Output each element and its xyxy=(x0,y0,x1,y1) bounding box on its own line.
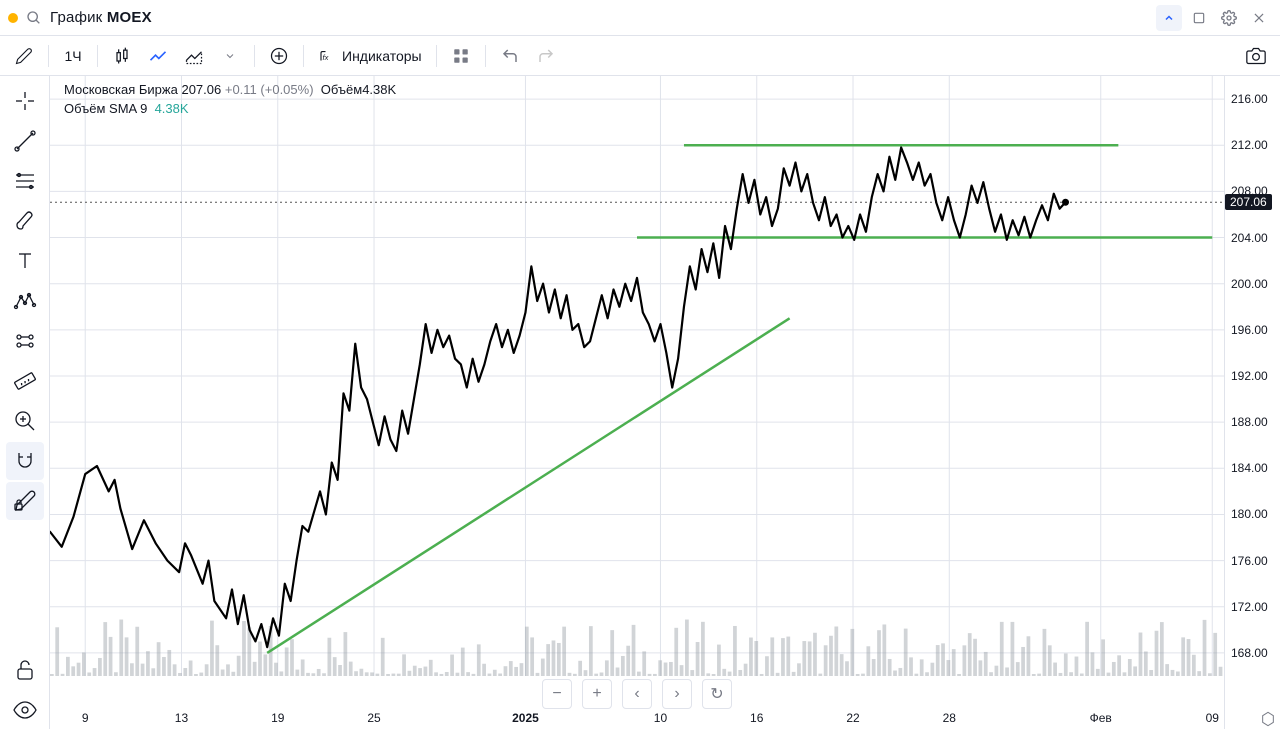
toolbar: 1Ч fx Индикаторы xyxy=(0,36,1280,76)
y-tick-label: 168.00 xyxy=(1231,646,1268,660)
maximize-button[interactable] xyxy=(1186,5,1212,31)
zoom-controls: − + ‹ › ↻ xyxy=(542,679,732,709)
indicators-button[interactable]: fx Индикаторы xyxy=(312,40,428,72)
legend-indicator-row: Объём SMA 9 4.38K xyxy=(64,101,396,116)
x-tick-label: 25 xyxy=(367,711,380,725)
pattern-tool[interactable] xyxy=(6,282,44,320)
reset-button[interactable]: ↻ xyxy=(702,679,732,709)
text-tool[interactable] xyxy=(6,242,44,280)
style-dropdown[interactable] xyxy=(214,40,246,72)
y-tick-label: 192.00 xyxy=(1231,369,1268,383)
x-tick-label: 13 xyxy=(175,711,188,725)
compare-button[interactable] xyxy=(263,40,295,72)
status-dot xyxy=(8,13,18,23)
y-tick-label: 188.00 xyxy=(1231,415,1268,429)
y-tick-label: 184.00 xyxy=(1231,461,1268,475)
close-button[interactable] xyxy=(1246,5,1272,31)
legend-main-row: Московская Биржа 207.06 +0.11 (+0.05%) О… xyxy=(64,82,396,97)
axis-settings-icon[interactable] xyxy=(1260,711,1278,729)
x-tick-label: 10 xyxy=(654,711,667,725)
crosshair-tool[interactable] xyxy=(6,82,44,120)
candles-style-button[interactable] xyxy=(106,40,138,72)
area-style-button[interactable] xyxy=(178,40,210,72)
trendline-tool[interactable] xyxy=(6,122,44,160)
y-tick-label: 204.00 xyxy=(1231,231,1268,245)
x-tick-label: 19 xyxy=(271,711,284,725)
snapshot-button[interactable] xyxy=(1240,40,1272,72)
scroll-right-button[interactable]: › xyxy=(662,679,692,709)
zoom-out-button[interactable]: − xyxy=(542,679,572,709)
edit-symbol-button[interactable] xyxy=(8,40,40,72)
layout-button[interactable] xyxy=(445,40,477,72)
x-tick-label: 9 xyxy=(82,711,89,725)
y-tick-label: 212.00 xyxy=(1231,138,1268,152)
line-style-button[interactable] xyxy=(142,40,174,72)
zoom-tool[interactable] xyxy=(6,402,44,440)
measure-tool[interactable] xyxy=(6,362,44,400)
undo-button[interactable] xyxy=(494,40,526,72)
drawing-tools-sidebar xyxy=(0,76,50,729)
x-tick-label: 22 xyxy=(846,711,859,725)
y-tick-label: 172.00 xyxy=(1231,600,1268,614)
x-tick-label: 09 xyxy=(1206,711,1219,725)
brush-tool[interactable] xyxy=(6,202,44,240)
y-tick-label: 180.00 xyxy=(1231,507,1268,521)
x-tick-label: 28 xyxy=(943,711,956,725)
y-axis[interactable]: 168.00 172.00 176.00 180.00 184.00 188.00 192.… xyxy=(1224,76,1280,729)
x-tick-label: 16 xyxy=(750,711,763,725)
collapse-button[interactable] xyxy=(1156,5,1182,31)
main: Московская Биржа 207.06 +0.11 (+0.05%) О… xyxy=(0,76,1280,729)
window-title: График MOEX xyxy=(50,9,152,26)
current-price-tag: 207.06 xyxy=(1225,194,1272,210)
x-tick-label: Фев xyxy=(1090,711,1112,725)
y-tick-label: 176.00 xyxy=(1231,554,1268,568)
lock-drawing-tool[interactable] xyxy=(6,482,44,520)
zoom-in-button[interactable]: + xyxy=(582,679,612,709)
magnet-tool[interactable] xyxy=(6,442,44,480)
titlebar: График MOEX xyxy=(0,0,1280,36)
x-tick-label: 2025 xyxy=(512,711,539,725)
chart-area[interactable]: Московская Биржа 207.06 +0.11 (+0.05%) О… xyxy=(50,76,1224,729)
prediction-tool[interactable] xyxy=(6,322,44,360)
window-controls xyxy=(1156,5,1272,31)
y-tick-label: 196.00 xyxy=(1231,323,1268,337)
chart-legend: Московская Биржа 207.06 +0.11 (+0.05%) О… xyxy=(64,82,396,120)
search-icon[interactable] xyxy=(26,10,42,26)
settings-button[interactable] xyxy=(1216,5,1242,31)
scroll-left-button[interactable]: ‹ xyxy=(622,679,652,709)
y-tick-label: 216.00 xyxy=(1231,92,1268,106)
lock-tool[interactable] xyxy=(6,651,44,689)
y-tick-label: 200.00 xyxy=(1231,277,1268,291)
redo-button[interactable] xyxy=(530,40,562,72)
price-chart[interactable] xyxy=(50,76,1224,711)
svg-text:fx: fx xyxy=(323,52,329,61)
visibility-tool[interactable] xyxy=(6,691,44,729)
timeframe-selector[interactable]: 1Ч xyxy=(57,40,89,72)
x-axis[interactable]: 9 13 19 25 2025 10 16 22 28 Фев 09 xyxy=(50,711,1224,729)
fib-tool[interactable] xyxy=(6,162,44,200)
